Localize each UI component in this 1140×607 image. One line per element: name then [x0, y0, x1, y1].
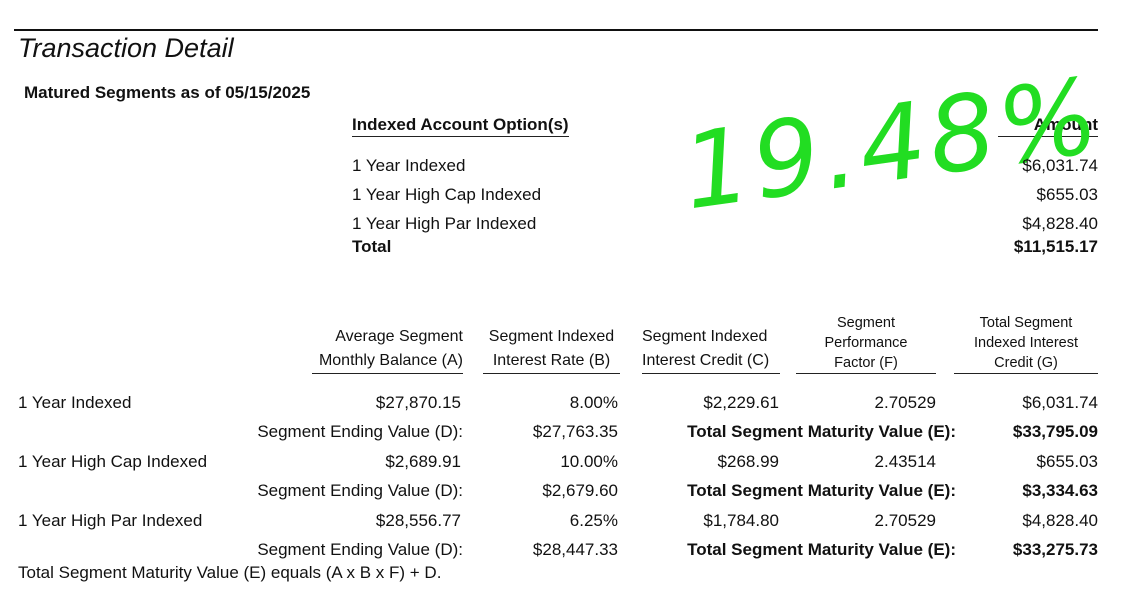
ending-value: $27,763.35 [532, 422, 618, 441]
segment-value: $6,031.74 [1022, 393, 1098, 412]
page-title: Transaction Detail [18, 33, 234, 63]
segment-value: $2,229.61 [703, 393, 779, 412]
segment-value: $2,689.91 [385, 452, 461, 471]
ending-value: $2,679.60 [542, 481, 618, 500]
column-header: Performance [824, 335, 908, 351]
column-header: Interest Rate (B) [483, 349, 620, 374]
segment-value: 2.70529 [874, 393, 936, 412]
column-header: Segment Indexed [488, 328, 615, 345]
top-rule [14, 29, 1098, 31]
segment-value: 2.43514 [874, 452, 936, 471]
total-label: Total [352, 237, 392, 256]
segment-value: $27,870.15 [375, 393, 461, 412]
segment-value: $28,556.77 [375, 511, 461, 530]
segment-name: 1 Year High Cap Indexed [18, 452, 208, 471]
segment-value: $268.99 [717, 452, 779, 471]
segment-value: $4,828.40 [1022, 511, 1098, 530]
total-amount: $11,515.17 [1013, 237, 1098, 256]
column-header: Total Segment [979, 315, 1073, 331]
ending-label: Segment Ending Value (D): [257, 422, 463, 441]
maturity-value: $3,334.63 [1022, 481, 1098, 500]
option-name: 1 Year Indexed [352, 156, 466, 175]
segment-value: $1,784.80 [703, 511, 779, 530]
column-header: Factor (F) [796, 353, 936, 374]
column-header: Average Segment [335, 328, 463, 345]
segment-value: 10.00% [560, 452, 618, 471]
column-header: Indexed Interest [974, 335, 1078, 351]
column-header: Segment [836, 315, 896, 331]
maturity-label: Total Segment Maturity Value (E): [687, 481, 956, 500]
section-title: Matured Segments as of 05/15/2025 [24, 83, 311, 102]
option-amount: $6,031.74 [1022, 156, 1098, 175]
maturity-value: $33,275.73 [1012, 540, 1098, 559]
footnote: Total Segment Maturity Value (E) equals … [18, 563, 442, 582]
segment-value: $655.03 [1036, 452, 1098, 471]
option-name: 1 Year High Cap Indexed [352, 185, 542, 204]
summary-header: Amount [998, 114, 1098, 137]
segment-value: 6.25% [569, 511, 618, 530]
segment-value: 8.00% [569, 393, 618, 412]
ending-label: Segment Ending Value (D): [257, 481, 463, 500]
maturity-label: Total Segment Maturity Value (E): [687, 540, 956, 559]
handwritten-note: 19.48% [675, 54, 1109, 234]
ending-value: $28,447.33 [532, 540, 618, 559]
column-header: Monthly Balance (A) [312, 349, 463, 374]
option-amount: $4,828.40 [1022, 214, 1098, 233]
maturity-value: $33,795.09 [1012, 422, 1098, 441]
summary-header: Indexed Account Option(s) [352, 114, 569, 137]
option-amount: $655.03 [1036, 185, 1098, 204]
option-name: 1 Year High Par Indexed [352, 214, 537, 233]
segment-value: 2.70529 [874, 511, 936, 530]
segment-name: 1 Year High Par Indexed [18, 511, 203, 530]
column-header: Segment Indexed [642, 328, 768, 345]
segment-name: 1 Year Indexed [18, 393, 132, 412]
maturity-label: Total Segment Maturity Value (E): [687, 422, 956, 441]
column-header: Interest Credit (C) [642, 349, 780, 374]
ending-label: Segment Ending Value (D): [257, 540, 463, 559]
column-header: Credit (G) [954, 353, 1098, 374]
